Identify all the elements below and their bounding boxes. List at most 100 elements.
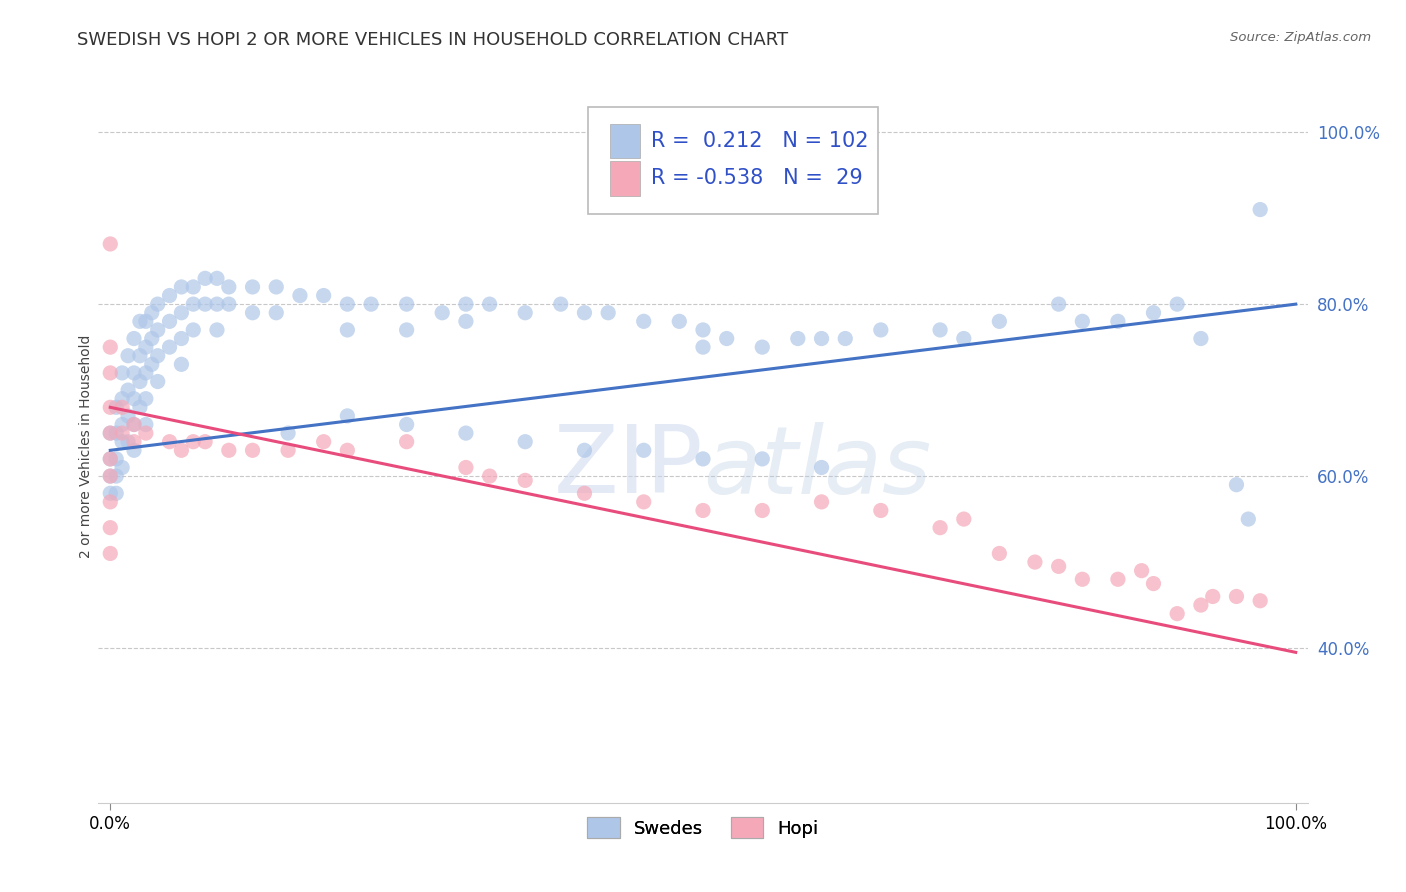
Text: Source: ZipAtlas.com: Source: ZipAtlas.com: [1230, 31, 1371, 45]
Point: [515, 306, 537, 320]
Legend: Swedes, Hopi: Swedes, Hopi: [578, 808, 828, 847]
Point: [135, 366, 157, 380]
Point: [810, 495, 832, 509]
Point: [194, 271, 217, 285]
Point: [105, 451, 128, 466]
Point: [264, 306, 287, 320]
Point: [952, 512, 974, 526]
Point: [336, 297, 359, 311]
Point: [159, 314, 181, 328]
Point: [692, 503, 714, 517]
Point: [111, 392, 134, 406]
Text: R =  0.212   N = 102: R = 0.212 N = 102: [651, 131, 869, 152]
Point: [277, 426, 299, 441]
Point: [194, 297, 217, 311]
Point: [98, 486, 121, 500]
Point: [129, 401, 152, 415]
Point: [122, 366, 145, 380]
Point: [277, 443, 299, 458]
Point: [117, 409, 139, 423]
Text: ZIP: ZIP: [554, 421, 703, 514]
Point: [988, 546, 1011, 560]
Point: [633, 443, 655, 458]
Point: [1249, 202, 1271, 217]
Point: [170, 357, 193, 371]
Point: [159, 434, 181, 449]
Point: [929, 521, 952, 535]
Text: R = -0.538   N =  29: R = -0.538 N = 29: [651, 169, 863, 188]
Point: [1024, 555, 1046, 569]
Point: [395, 434, 418, 449]
Point: [454, 426, 477, 441]
Point: [810, 460, 832, 475]
Point: [141, 332, 163, 346]
Point: [159, 288, 181, 302]
Point: [336, 409, 359, 423]
Point: [117, 434, 139, 449]
Point: [170, 306, 193, 320]
Point: [751, 340, 773, 354]
Point: [141, 357, 163, 371]
Point: [98, 426, 121, 441]
Point: [111, 366, 134, 380]
FancyBboxPatch shape: [588, 107, 879, 214]
Point: [432, 306, 454, 320]
Point: [1047, 559, 1070, 574]
Point: [181, 323, 204, 337]
Point: [135, 392, 157, 406]
Point: [515, 474, 537, 488]
Point: [135, 417, 157, 432]
Point: [98, 236, 121, 251]
Text: atlas: atlas: [703, 422, 931, 513]
Point: [135, 314, 157, 328]
Point: [170, 332, 193, 346]
Point: [1249, 593, 1271, 607]
Point: [122, 332, 145, 346]
Point: [1107, 572, 1129, 586]
Point: [218, 297, 240, 311]
Point: [952, 332, 974, 346]
Point: [454, 460, 477, 475]
Point: [111, 460, 134, 475]
Point: [218, 443, 240, 458]
Point: [129, 349, 152, 363]
Point: [336, 443, 359, 458]
Point: [242, 443, 264, 458]
Point: [1071, 314, 1094, 328]
Point: [1166, 297, 1188, 311]
Point: [288, 288, 311, 302]
Point: [181, 280, 204, 294]
Point: [146, 323, 169, 337]
Point: [111, 426, 134, 441]
Point: [117, 349, 139, 363]
Point: [1202, 590, 1225, 604]
Point: [515, 434, 537, 449]
Point: [205, 297, 228, 311]
Point: [98, 426, 121, 441]
Point: [170, 280, 193, 294]
Point: [395, 323, 418, 337]
Point: [1047, 297, 1070, 311]
Point: [105, 426, 128, 441]
Point: [122, 417, 145, 432]
Point: [834, 332, 856, 346]
Point: [159, 340, 181, 354]
Point: [1130, 564, 1153, 578]
Point: [668, 314, 690, 328]
Point: [146, 349, 169, 363]
Point: [454, 314, 477, 328]
Point: [1225, 590, 1247, 604]
Point: [692, 323, 714, 337]
Point: [1225, 477, 1247, 491]
Point: [574, 306, 596, 320]
Point: [146, 297, 169, 311]
Point: [692, 340, 714, 354]
Point: [574, 443, 596, 458]
Point: [869, 503, 891, 517]
Point: [135, 340, 157, 354]
Point: [146, 375, 169, 389]
Point: [478, 469, 501, 483]
Point: [122, 417, 145, 432]
Point: [98, 521, 121, 535]
Point: [170, 443, 193, 458]
